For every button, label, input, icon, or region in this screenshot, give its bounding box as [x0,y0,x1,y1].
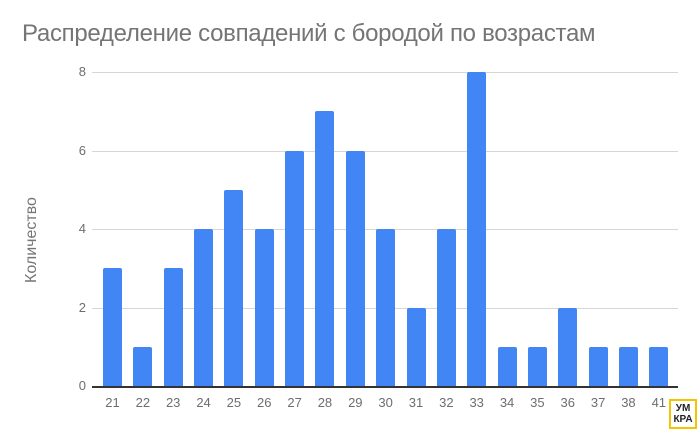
logo-line-2: КРА [673,414,693,425]
x-tick-label: 29 [348,395,363,410]
x-tick-label: 35 [530,395,545,410]
x-tick-label: 33 [469,395,484,410]
y-tick-label: 0 [78,378,86,393]
bar-27[interactable] [285,150,305,386]
bar-28[interactable] [315,111,335,386]
bar-32[interactable] [436,229,456,386]
bar-41[interactable] [649,346,669,386]
x-tick-label: 26 [257,395,272,410]
x-tick-label: 25 [226,395,242,410]
bar-36[interactable] [558,307,578,386]
bar-23[interactable] [163,268,183,386]
bar-24[interactable] [194,229,214,386]
x-tick-label: 41 [651,395,667,410]
umkra-logo: УМ КРА [669,399,697,429]
bar-22[interactable] [133,346,153,386]
bar-31[interactable] [406,307,426,386]
bar-29[interactable] [345,150,365,386]
x-tick-label: 22 [135,395,151,410]
chart-title: Распределение совпадений с бородой по во… [22,20,596,47]
y-tick-label: 8 [78,64,86,79]
x-tick-label: 37 [590,395,606,410]
logo-line-1: УМ [675,403,691,414]
x-tick-label: 23 [165,395,181,410]
bar-26[interactable] [254,229,274,386]
bar-33[interactable] [467,72,487,386]
x-axis-baseline [92,386,678,388]
bar-38[interactable] [618,346,638,386]
y-tick-label: 2 [78,299,86,315]
y-tick-label: 4 [78,221,86,236]
bar-35[interactable] [527,346,547,386]
gridline [92,150,678,152]
x-tick-label: 38 [621,395,636,410]
x-tick-label: 34 [499,395,515,410]
bar-37[interactable] [588,346,608,386]
x-tick-label: 36 [560,395,575,410]
x-tick-label: 32 [439,395,454,410]
x-tick-label: 28 [317,395,333,410]
bar-21[interactable] [103,268,122,386]
gridline [92,72,678,73]
x-tick-label: 24 [196,395,211,410]
bar-25[interactable] [224,189,244,386]
x-tick-label: 30 [378,395,393,410]
x-tick-label: 21 [105,395,120,410]
bar-30[interactable] [376,229,396,386]
bar-34[interactable] [497,346,517,386]
y-tick-label: 6 [78,142,86,158]
x-tick-label: 27 [287,395,302,410]
x-tick-label: 31 [408,395,424,410]
